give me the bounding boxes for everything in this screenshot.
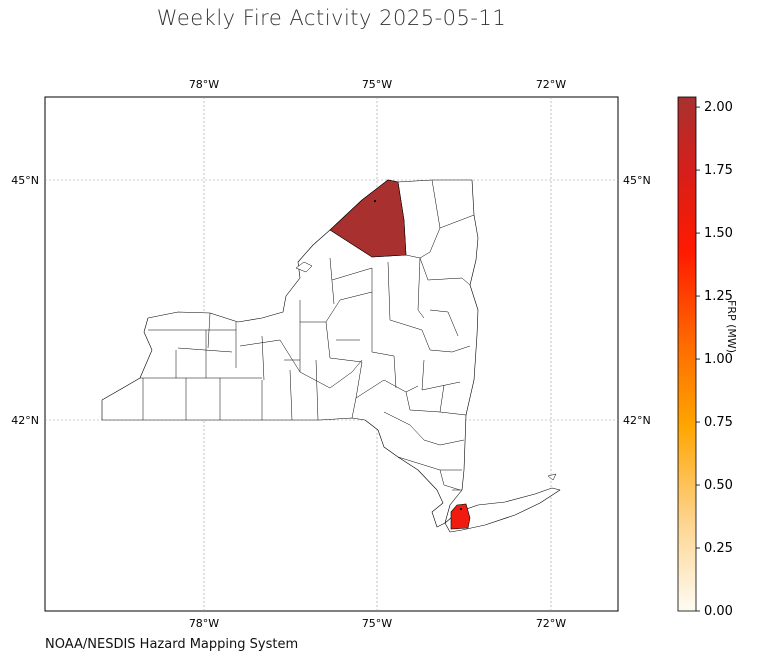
colorbar-tick-label: 0.25 (704, 541, 733, 556)
colorbar-label: FRP (MW) (725, 300, 738, 354)
source-credit: NOAA/NESDIS Hazard Mapping System (45, 637, 299, 652)
lat-tick-left: 42°N (11, 414, 39, 427)
lon-tick-top: 78°W (189, 78, 219, 91)
colorbar-tick-label: 1.50 (704, 226, 733, 241)
lon-tick-bottom: 72°W (536, 617, 566, 630)
colorbar-tick-label: 1.00 (704, 352, 733, 367)
lat-tick-left: 45°N (11, 174, 39, 187)
colorbar-tick-label: 1.75 (704, 163, 733, 178)
lon-tick-bottom: 75°W (362, 617, 392, 630)
colorbar (677, 96, 697, 612)
state-outline (101, 179, 561, 533)
lon-tick-top: 75°W (362, 78, 392, 91)
ny-state-mainland (101, 179, 479, 528)
colorbar-ticks: 0.00 0.25 0.50 0.75 1.00 1.25 1.50 1.75 2.00 (696, 100, 733, 619)
long-island (444, 487, 561, 533)
fire-detection-point-li (459, 507, 463, 511)
colorbar-tick-label: 1.25 (704, 289, 733, 304)
lon-tick-bottom: 78°W (189, 617, 219, 630)
fire-detection-point (373, 199, 377, 203)
lat-tick-right: 45°N (623, 174, 651, 187)
county-boundaries (140, 179, 475, 491)
island (547, 473, 557, 481)
lat-tick-right: 42°N (623, 414, 651, 427)
colorbar-tick-label: 0.75 (704, 415, 733, 430)
island (295, 261, 313, 273)
colorbar-tick-label: 0.00 (704, 604, 733, 619)
fire-county-suffolk (450, 503, 471, 530)
colorbar-tick-label: 2.00 (704, 100, 733, 115)
fire-county-st-lawrence (329, 179, 407, 258)
lon-tick-top: 72°W (536, 78, 566, 91)
chart-title: Weekly Fire Activity 2025-05-11 (156, 6, 507, 30)
colorbar-tick-label: 0.50 (704, 478, 733, 493)
